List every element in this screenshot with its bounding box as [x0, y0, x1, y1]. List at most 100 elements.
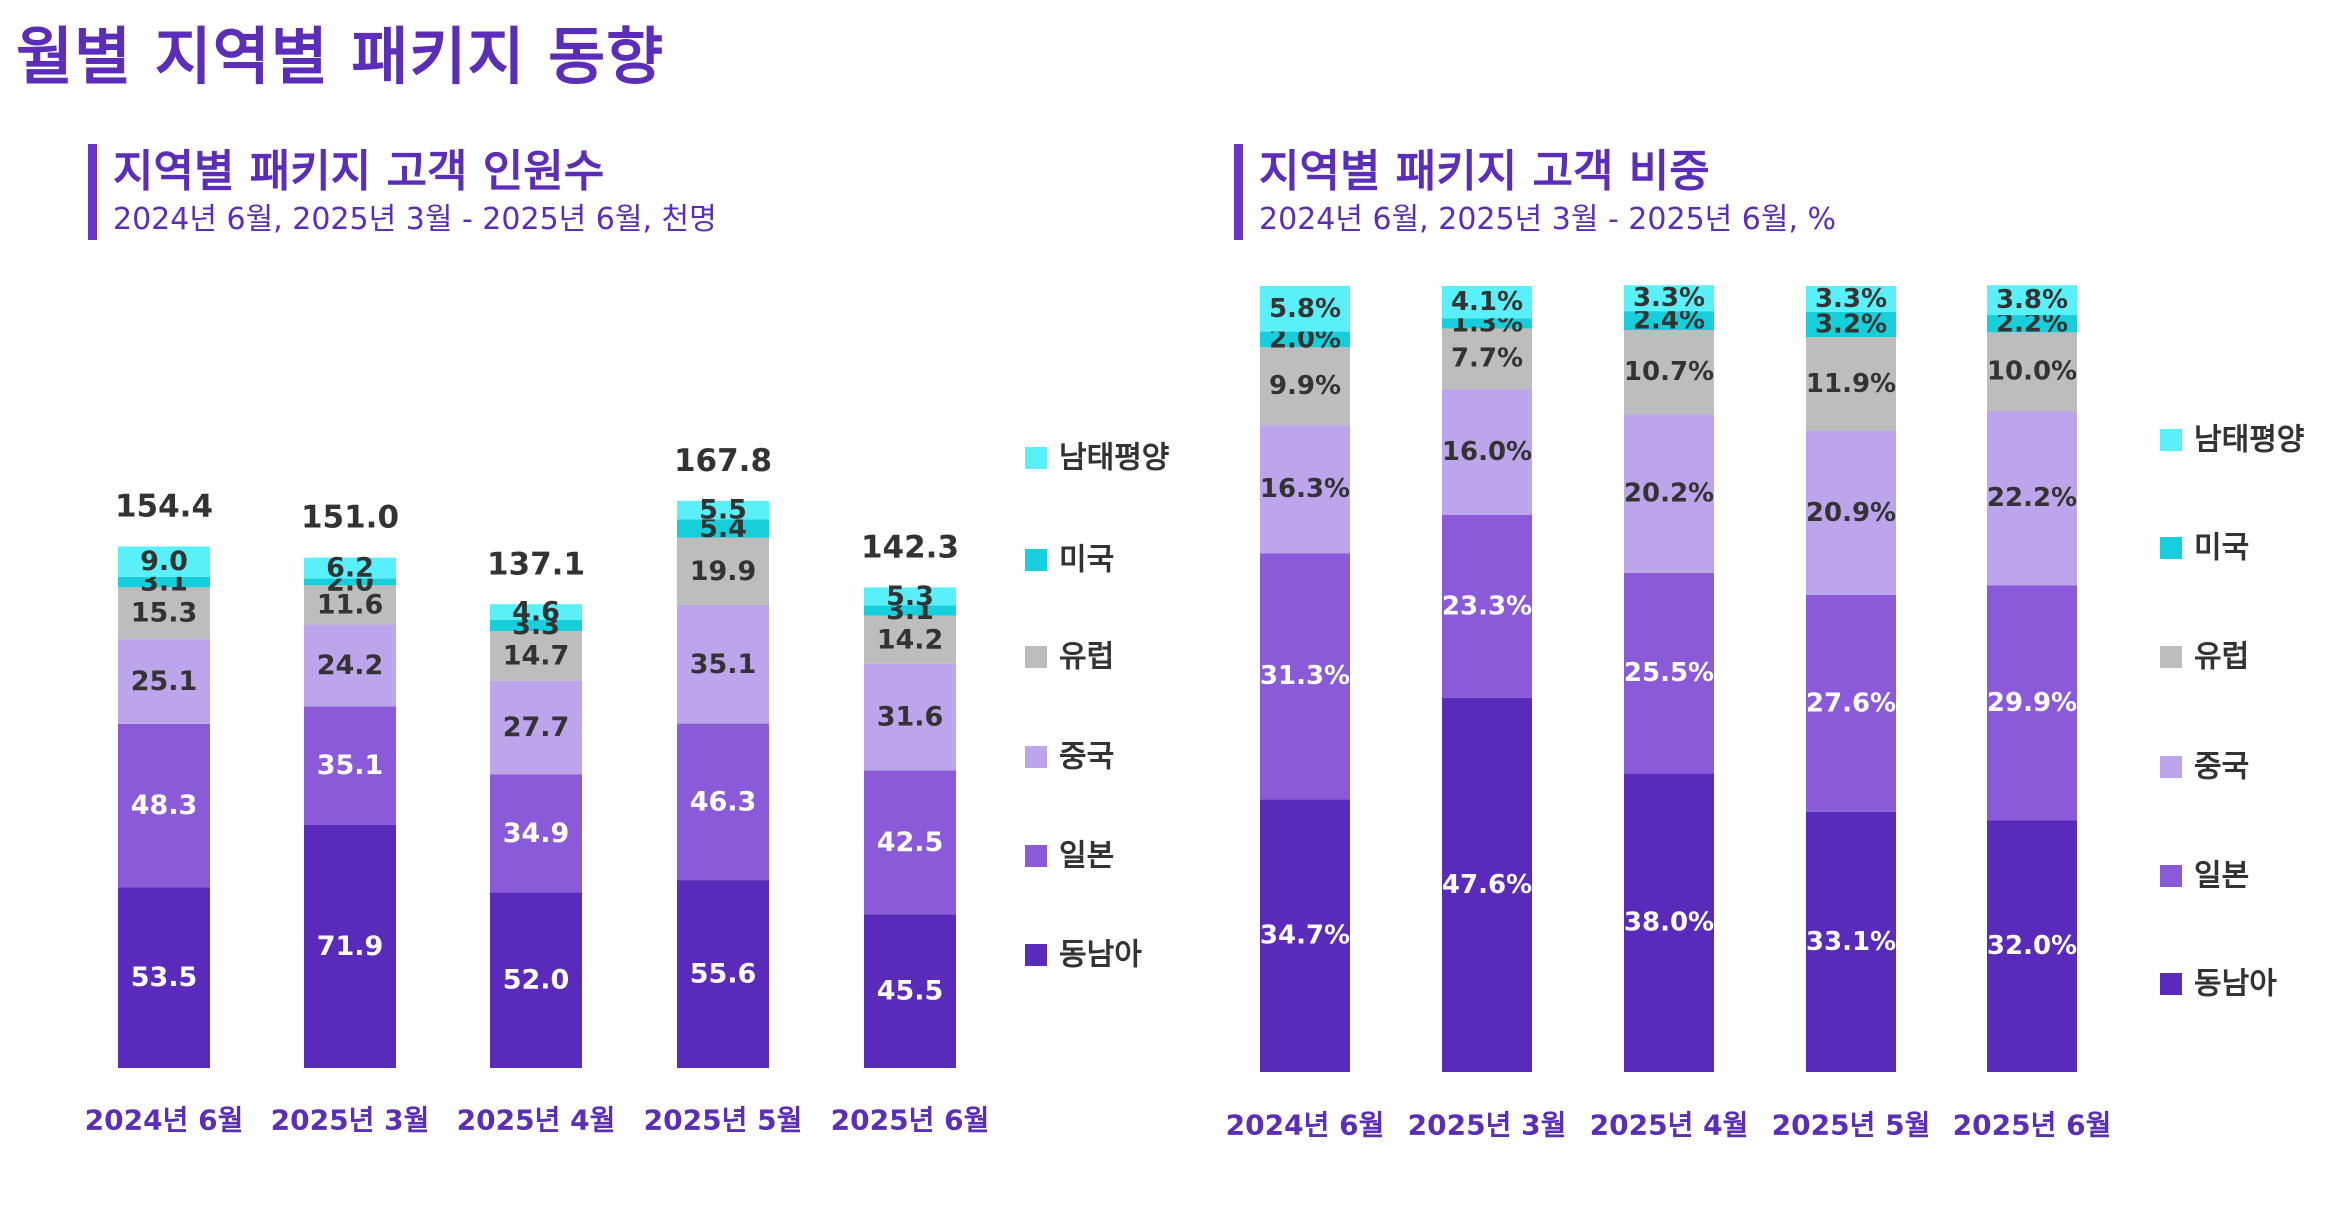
bar-segment-유럽: [118, 587, 210, 640]
legend-swatch-일본: [1025, 845, 1047, 867]
data-label-동남아: 52.0: [503, 965, 570, 996]
bar-segment-남태평양: [304, 557, 396, 579]
legend-label-미국: 미국: [1059, 543, 1114, 578]
data-label-일본: 23.3%: [1442, 591, 1532, 621]
data-label-중국: 25.1: [131, 666, 198, 697]
data-label-남태평양: 3.3%: [1815, 284, 1887, 314]
legend-swatch-남태평양: [1025, 447, 1047, 469]
bar-segment-중국: [1260, 425, 1350, 554]
data-label-유럽: 19.9: [690, 556, 757, 587]
legend-label-중국: 중국: [1059, 740, 1114, 775]
legend-label-일본: 일본: [1059, 839, 1114, 874]
data-label-동남아: 53.5: [131, 962, 198, 993]
data-label-남태평양: 5.3: [886, 581, 934, 612]
data-label-유럽: 10.7%: [1624, 357, 1714, 387]
bar-segment-유럽: [490, 630, 582, 681]
legend-swatch-미국: [1025, 549, 1047, 571]
category-label: 2025년 3월: [271, 1104, 430, 1137]
bar-segment-미국: [118, 576, 210, 588]
bar-segment-유럽: [677, 537, 769, 605]
bar-segment-미국: [677, 519, 769, 538]
bar-segment-일본: [1260, 553, 1350, 800]
bar-segment-일본: [118, 723, 210, 888]
legend-swatch-남태평양: [2160, 429, 2182, 451]
legend-swatch-미국: [2160, 537, 2182, 559]
data-label-남태평양: 5.5: [699, 495, 747, 526]
data-label-일본: 31.3%: [1260, 661, 1350, 691]
bar-segment-미국: [1624, 311, 1714, 331]
legend-label-남태평양: 남태평양: [1059, 441, 1169, 476]
bar-segment-동남아: [1806, 811, 1896, 1072]
total-label: 151.0: [301, 500, 399, 536]
bar-segment-유럽: [1987, 332, 2077, 411]
category-label: 2025년 5월: [644, 1104, 803, 1137]
bar-segment-미국: [304, 578, 396, 586]
legend-swatch-중국: [2160, 756, 2182, 778]
bar-segment-미국: [490, 619, 582, 631]
legend-label-유럽: 유럽: [2194, 640, 2249, 675]
data-label-남태평양: 5.8%: [1269, 294, 1341, 324]
data-label-중국: 27.7: [503, 712, 570, 743]
data-label-중국: 35.1: [690, 649, 757, 680]
bar-segment-동남아: [118, 887, 210, 1068]
data-label-남태평양: 3.3%: [1633, 283, 1705, 313]
bar-segment-동남아: [490, 892, 582, 1068]
bar-segment-중국: [864, 663, 956, 771]
bar-segment-미국: [864, 605, 956, 616]
left-chart-header: 지역별 패키지 고객 인원수 2024년 6월, 2025년 3월 - 2025…: [88, 144, 717, 240]
data-label-유럽: 14.7: [503, 640, 570, 671]
data-label-중국: 22.2%: [1987, 483, 2077, 513]
total-label: 137.1: [487, 546, 585, 582]
data-label-중국: 16.0%: [1442, 437, 1532, 467]
category-label: 2025년 4월: [1590, 1109, 1749, 1142]
bar-segment-미국: [1442, 318, 1532, 329]
bar-segment-남태평양: [1442, 286, 1532, 319]
data-label-중국: 20.2%: [1624, 479, 1714, 509]
bar-segment-일본: [1806, 594, 1896, 812]
data-label-일본: 25.5%: [1624, 658, 1714, 688]
data-label-남태평양: 9.0: [140, 546, 188, 577]
bar-segment-유럽: [1442, 328, 1532, 389]
right-chart-title: 지역별 패키지 고객 비중: [1259, 146, 1710, 197]
data-label-남태평양: 6.2: [326, 553, 374, 584]
bar-segment-동남아: [1624, 773, 1714, 1072]
category-label: 2024년 6월: [1226, 1109, 1385, 1142]
data-label-동남아: 33.1%: [1806, 927, 1896, 957]
legend-label-미국: 미국: [2194, 531, 2249, 566]
data-label-동남아: 47.6%: [1442, 870, 1532, 900]
data-label-일본: 29.9%: [1987, 688, 2077, 718]
data-label-일본: 27.6%: [1806, 688, 1896, 718]
bar-segment-동남아: [864, 914, 956, 1068]
bar-segment-유럽: [864, 615, 956, 664]
legend-label-중국: 중국: [2194, 750, 2249, 785]
bar-segment-일본: [1442, 514, 1532, 698]
legend-swatch-일본: [2160, 865, 2182, 887]
legend-swatch-동남아: [1025, 944, 1047, 966]
bar-segment-남태평양: [677, 500, 769, 520]
data-label-동남아: 71.9: [317, 931, 384, 962]
data-label-남태평양: 4.6: [512, 597, 560, 628]
bar-segment-중국: [1806, 430, 1896, 595]
bar-segment-유럽: [304, 585, 396, 625]
bar-segment-유럽: [1260, 347, 1350, 426]
legend-swatch-동남아: [2160, 973, 2182, 995]
total-label: 167.8: [674, 443, 772, 479]
bar-segment-동남아: [304, 824, 396, 1068]
bar-segment-일본: [677, 723, 769, 881]
bar-segment-유럽: [1806, 337, 1896, 431]
category-label: 2024년 6월: [85, 1104, 244, 1137]
bar-segment-남태평양: [1987, 285, 2077, 316]
legend-label-남태평양: 남태평양: [2194, 423, 2304, 458]
bar-segment-남태평양: [1624, 285, 1714, 312]
data-label-동남아: 38.0%: [1624, 908, 1714, 938]
data-label-미국: 3.2%: [1815, 310, 1887, 340]
total-label: 142.3: [861, 529, 959, 565]
bar-segment-동남아: [1442, 697, 1532, 1072]
category-label: 2025년 4월: [457, 1104, 616, 1137]
total-label: 154.4: [115, 488, 213, 524]
legend-label-일본: 일본: [2194, 859, 2249, 894]
bar-segment-중국: [677, 604, 769, 724]
bar-segment-미국: [1806, 311, 1896, 338]
right-chart-subtitle: 2024년 6월, 2025년 3월 - 2025년 6월, %: [1259, 202, 1837, 237]
